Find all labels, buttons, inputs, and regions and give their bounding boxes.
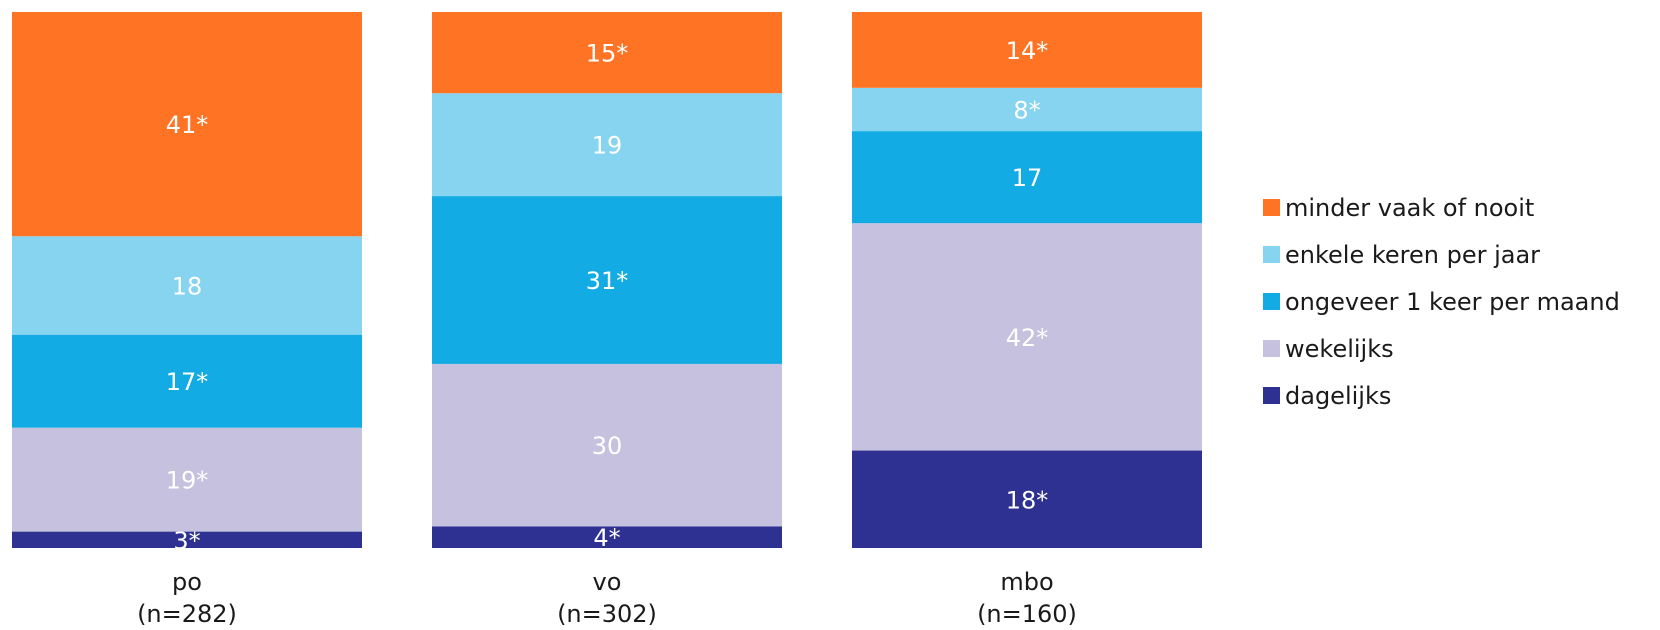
bar-mbo-minder-vaak-of-nooit bbox=[852, 12, 1202, 88]
data-label-vo-ongeveer-1-keer-per-maand: 31* bbox=[586, 267, 629, 295]
bar-vo-minder-vaak-of-nooit bbox=[432, 12, 782, 94]
category-label-mbo: mbo bbox=[1000, 568, 1053, 596]
legend-swatch-enkele-keren-per-jaar bbox=[1263, 246, 1280, 263]
data-label-vo-wekelijks: 30 bbox=[592, 432, 623, 460]
data-label-mbo-minder-vaak-of-nooit: 14* bbox=[1006, 37, 1049, 65]
legend-label-minder-vaak-of-nooit: minder vaak of nooit bbox=[1285, 194, 1534, 222]
data-label-mbo-wekelijks: 42* bbox=[1006, 324, 1049, 352]
category-label-vo: vo bbox=[593, 568, 622, 596]
bar-mbo-dagelijks bbox=[852, 450, 1202, 548]
bar-vo-wekelijks bbox=[432, 363, 782, 527]
bar-mbo-wekelijks bbox=[852, 223, 1202, 451]
legend: minder vaak of nooit enkele keren per jaa… bbox=[1263, 194, 1620, 410]
bar-mbo-enkele-keren-per-jaar bbox=[852, 87, 1202, 132]
data-label-po-wekelijks: 19* bbox=[166, 467, 209, 495]
bar-vo-enkele-keren-per-jaar bbox=[432, 93, 782, 197]
category-note-vo: (n=302) bbox=[557, 600, 657, 628]
data-label-vo-dagelijks: 4* bbox=[593, 524, 620, 552]
category-label-po: po bbox=[172, 568, 202, 596]
bar-po-wekelijks bbox=[12, 427, 362, 532]
data-label-po-minder-vaak-of-nooit: 41* bbox=[166, 111, 209, 139]
legend-label-wekelijks: wekelijks bbox=[1285, 335, 1394, 363]
legend-label-enkele-keren-per-jaar: enkele keren per jaar bbox=[1285, 241, 1540, 269]
bar-po-ongeveer-1-keer-per-maand bbox=[12, 334, 362, 428]
bar-po-enkele-keren-per-jaar bbox=[12, 236, 362, 335]
data-label-vo-enkele-keren-per-jaar: 19 bbox=[592, 132, 623, 160]
legend-label-ongeveer-1-keer-per-maand: ongeveer 1 keer per maand bbox=[1285, 288, 1620, 316]
legend-swatch-wekelijks bbox=[1263, 340, 1280, 357]
data-label-mbo-enkele-keren-per-jaar: 8* bbox=[1013, 96, 1040, 124]
category-note-mbo: (n=160) bbox=[977, 600, 1077, 628]
bar-po-dagelijks bbox=[12, 531, 362, 548]
data-label-vo-minder-vaak-of-nooit: 15* bbox=[586, 40, 629, 68]
bar-mbo-ongeveer-1-keer-per-maand bbox=[852, 131, 1202, 224]
data-label-po-enkele-keren-per-jaar: 18 bbox=[172, 272, 203, 300]
data-label-mbo-dagelijks: 18* bbox=[1006, 486, 1049, 514]
bar-group-mbo: 18* 42* 17 8* 14* bbox=[852, 12, 1202, 548]
data-label-mbo-ongeveer-1-keer-per-maand: 17 bbox=[1012, 164, 1043, 192]
data-label-po-ongeveer-1-keer-per-maand: 17* bbox=[166, 368, 209, 396]
legend-swatch-minder-vaak-of-nooit bbox=[1263, 199, 1280, 216]
bar-vo-ongeveer-1-keer-per-maand bbox=[432, 196, 782, 364]
legend-swatch-ongeveer-1-keer-per-maand bbox=[1263, 293, 1280, 310]
legend-swatch-dagelijks bbox=[1263, 387, 1280, 404]
bar-group-vo: 4* 30 31* 19 15* bbox=[432, 12, 782, 552]
bar-vo-dagelijks bbox=[432, 526, 782, 548]
bar-po-minder-vaak-of-nooit bbox=[12, 12, 362, 237]
category-note-po: (n=282) bbox=[137, 600, 237, 628]
legend-label-dagelijks: dagelijks bbox=[1285, 382, 1391, 410]
